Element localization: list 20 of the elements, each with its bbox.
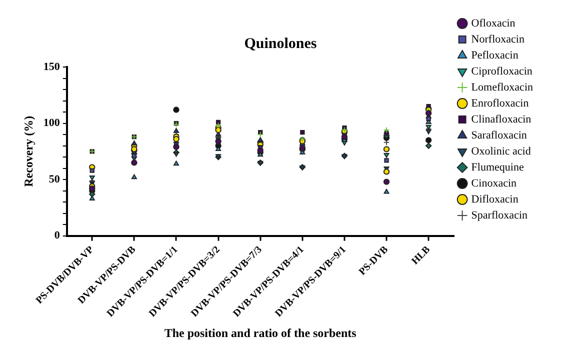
legend-label: Ofloxacin <box>471 17 516 30</box>
y-tick-label: 50 <box>48 173 60 186</box>
legend-label: Pefloxacin <box>471 49 519 62</box>
legend-label: Ciprofloxacin <box>471 65 533 78</box>
y-tick-label: 100 <box>43 117 60 130</box>
legend-label: Sarafloxacin <box>471 129 528 142</box>
legend-label: Enrofloxacin <box>471 97 530 110</box>
legend-label: Sparfloxacin <box>471 209 528 222</box>
legend-label: Cinoxacin <box>471 177 518 190</box>
legend-label: Norfloxacin <box>471 33 525 46</box>
chart-title: Quinolones <box>244 36 317 52</box>
legend-label: Clinafloxacin <box>471 113 532 126</box>
y-axis-title: Recovery (%) <box>21 116 36 187</box>
legend-label: Flumequine <box>471 161 524 174</box>
y-tick-label: 150 <box>43 60 60 73</box>
y-tick-label: 0 <box>54 230 60 242</box>
legend-label: Lomefloxacin <box>471 81 534 94</box>
x-axis-title: The position and ratio of the sorbents <box>164 326 357 340</box>
legend-label: Oxolinic acid <box>471 145 532 158</box>
legend-label: Difloxacin <box>471 193 519 206</box>
